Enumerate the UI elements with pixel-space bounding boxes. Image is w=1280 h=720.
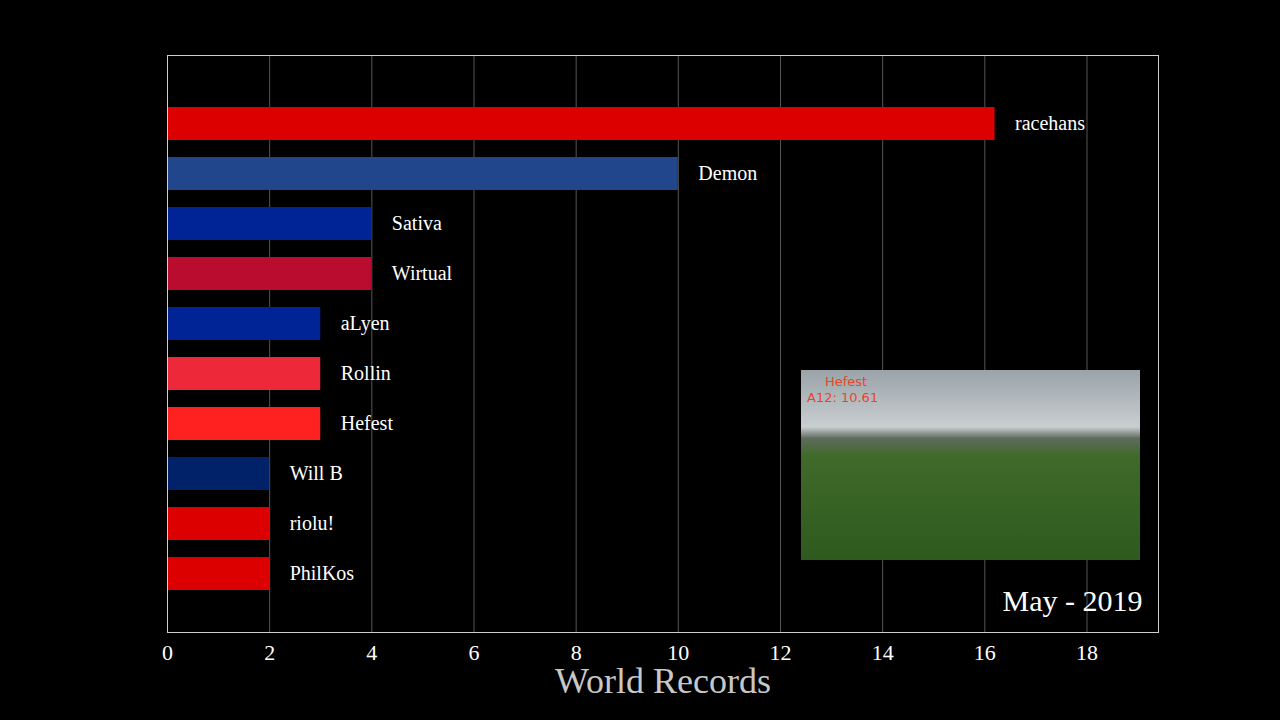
- svg-text:aLyen: aLyen: [341, 312, 390, 335]
- svg-text:Hefest: Hefest: [341, 412, 394, 434]
- html-text:Hefest: Hefest: [825, 374, 868, 389]
- svg-text:Sativa: Sativa: [392, 212, 442, 234]
- svg-text:World Records: World Records: [555, 661, 771, 701]
- svg-text:0: 0: [162, 640, 173, 665]
- svg-text:18: 18: [1076, 640, 1098, 665]
- svg-text:10: 10: [667, 640, 690, 666]
- svg-text:Will B: Will B: [290, 462, 343, 484]
- svg-text:8: 8: [570, 640, 582, 666]
- svg-text:riolu!: riolu!: [290, 512, 334, 534]
- svg-text:4: 4: [366, 640, 377, 665]
- html-text:A12: 10.61: A12: 10.61: [807, 390, 879, 405]
- svg-text:Wirtual: Wirtual: [392, 262, 453, 284]
- svg-text:14: 14: [872, 640, 894, 665]
- svg-text:Rollin: Rollin: [341, 362, 391, 384]
- svg-text:PhilKos: PhilKos: [290, 562, 355, 584]
- svg-text:racehans: racehans: [1015, 112, 1085, 134]
- svg-text:16: 16: [974, 640, 996, 665]
- svg-text:Demon: Demon: [698, 162, 757, 184]
- svg-text:May - 2019: May - 2019: [1003, 584, 1143, 617]
- svg-text:6: 6: [468, 640, 479, 665]
- svg-text:2: 2: [264, 640, 275, 665]
- svg-text:12: 12: [769, 640, 791, 665]
